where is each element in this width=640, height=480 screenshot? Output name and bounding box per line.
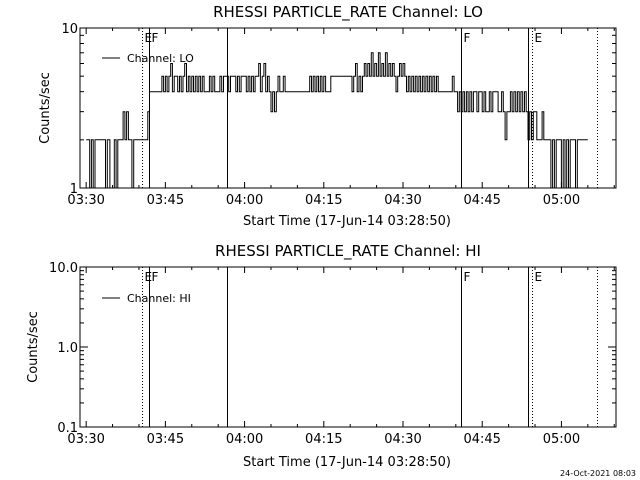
hi-marker-label-f: F [464, 270, 471, 284]
hi-x-tick-label: 05:00 [543, 432, 580, 447]
lo-y-tick-label: 1 [70, 182, 78, 197]
hi-x-tick-label: 04:15 [305, 432, 342, 447]
hi-chart-title: RHESSI PARTICLE_RATE Channel: HI [215, 242, 481, 261]
lo-x-axis-label: Start Time (17-Jun-14 03:28:50) [243, 214, 451, 229]
hi-x-tick-label: 04:45 [463, 432, 500, 447]
lo-y-axis-label: Counts/sec [38, 72, 53, 144]
lo-x-tick-label: 04:45 [463, 193, 500, 208]
hi-y-tick-label: 10.0 [49, 261, 78, 276]
hi-y-tick-label: 0.1 [57, 421, 78, 436]
hi-legend: Channel: HI [102, 292, 191, 305]
hi-chart-panel: RHESSI PARTICLE_RATE Channel: HI Counts/… [26, 242, 617, 470]
lo-marker-label-f: F [152, 31, 159, 45]
lo-series-line [86, 52, 588, 189]
hi-x-tick-label: 04:00 [226, 432, 263, 447]
lo-x-tick-label: 04:00 [226, 193, 263, 208]
hi-marker-label-e: E [535, 270, 543, 284]
hi-axis-ticks: 03:30 03:45 04:00 04:15 04:30 04:45 05:00 0.1 1.… [49, 261, 616, 447]
lo-chart-title: RHESSI PARTICLE_RATE Channel: LO [213, 3, 483, 22]
lo-marker-label-e: E [145, 31, 153, 45]
lo-plot-frame [79, 27, 617, 189]
hi-x-tick-label: 03:45 [147, 432, 184, 447]
hi-x-tick-label: 03:30 [67, 432, 104, 447]
lo-axis-ticks: 03:30 03:45 04:00 04:15 04:30 04:45 05:00 1 10 [61, 22, 616, 208]
hi-marker-label-f: F [152, 270, 159, 284]
lo-x-tick-label: 05:00 [543, 193, 580, 208]
lo-x-tick-label: 04:30 [384, 193, 421, 208]
hi-y-tick-label: 1.0 [57, 341, 78, 356]
lo-y-tick-label: 10 [61, 22, 78, 37]
hi-x-tick-label: 04:30 [384, 432, 421, 447]
hi-marker-label-e: E [145, 270, 153, 284]
lo-legend-entry: Channel: LO [127, 52, 194, 65]
lo-x-tick-label: 03:30 [67, 193, 104, 208]
timestamp-footer: 24-Oct-2021 08:03 [560, 469, 636, 478]
hi-y-axis-label: Counts/sec [26, 311, 41, 383]
lo-legend: Channel: LO [102, 52, 194, 65]
hi-legend-entry: Channel: HI [127, 292, 191, 305]
lo-x-tick-label: 03:45 [147, 193, 184, 208]
hi-x-axis-label: Start Time (17-Jun-14 03:28:50) [243, 455, 451, 470]
lo-series-layer [86, 52, 588, 189]
lo-marker-label-f: F [464, 31, 471, 45]
lo-marker-label-e: E [535, 31, 543, 45]
lo-chart-panel: RHESSI PARTICLE_RATE Channel: LO Counts/… [38, 3, 617, 229]
lo-x-tick-label: 04:15 [305, 193, 342, 208]
